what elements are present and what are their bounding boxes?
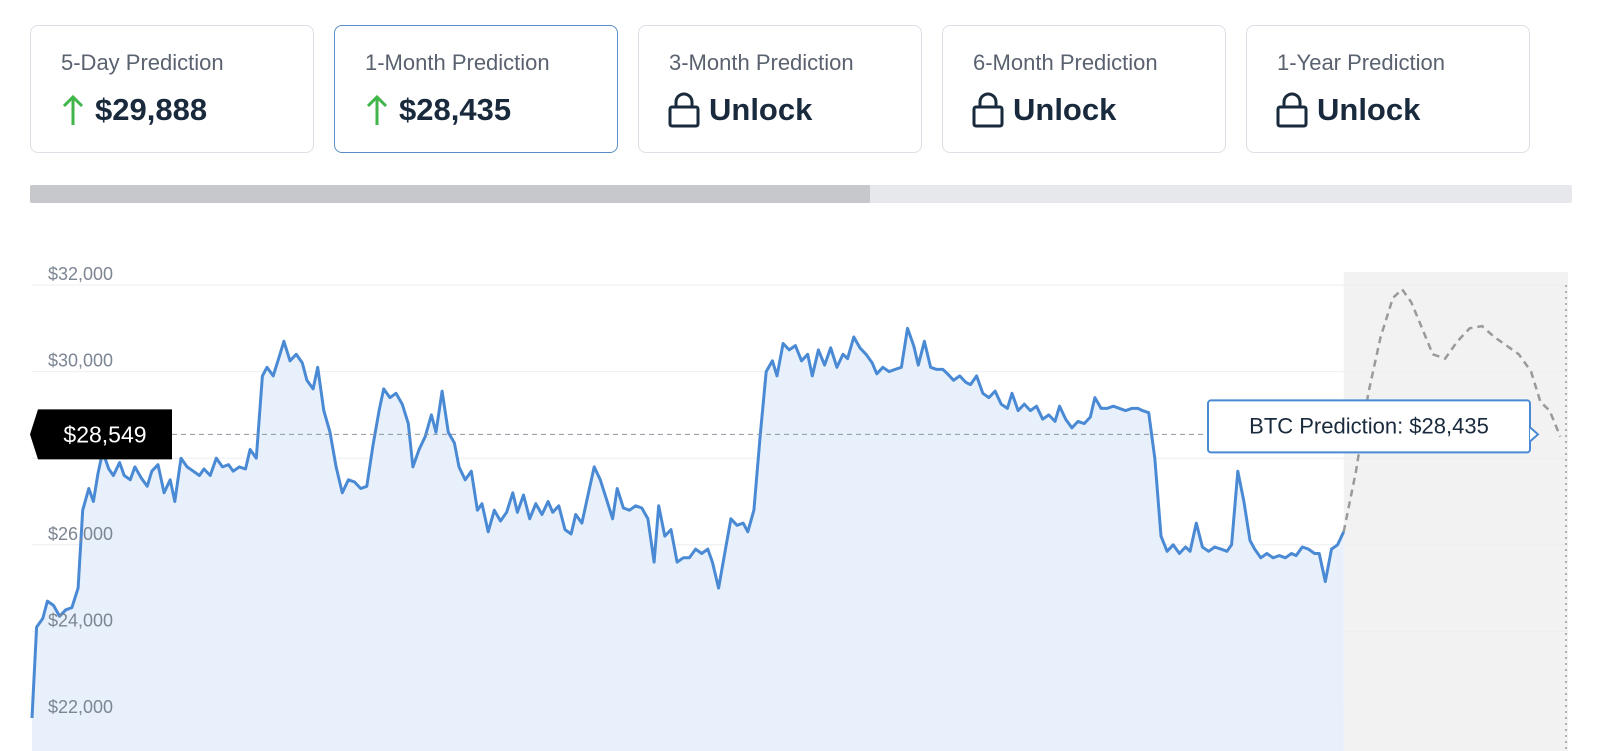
prediction-card-2[interactable]: 3-Month Prediction Unlock xyxy=(638,25,922,153)
card-value: $28,435 xyxy=(363,88,511,132)
y-tick-label: $26,000 xyxy=(48,524,113,544)
card-value-text: Unlock xyxy=(709,92,813,127)
forecast-line xyxy=(1342,287,1562,533)
card-value: Unlock xyxy=(971,88,1116,132)
card-value: Unlock xyxy=(1275,88,1420,132)
history-area xyxy=(32,328,1344,751)
progress-bar-fill xyxy=(30,185,871,203)
price-chart-svg[interactable]: $32,000 $30,000 $26,000 $24,000 $22,000 $28,5… xyxy=(0,260,1600,751)
tooltip-text: BTC Prediction: $28,435 xyxy=(1249,413,1489,438)
card-value-text: $28,435 xyxy=(399,92,512,127)
prediction-card-0[interactable]: 5-Day Prediction $29,888 xyxy=(30,25,314,153)
card-value-text: Unlock xyxy=(1013,92,1117,127)
prediction-tooltip: BTC Prediction: $28,435 xyxy=(1207,399,1540,454)
current-price-label: $28,549 xyxy=(63,421,146,447)
card-title: 5-Day Prediction xyxy=(61,50,224,75)
up-arrow-icon xyxy=(59,93,87,127)
card-title: 1-Month Prediction xyxy=(365,50,550,75)
y-tick-label: $24,000 xyxy=(48,610,113,630)
price-chart[interactable]: $32,000 $30,000 $26,000 $24,000 $22,000 $28,5… xyxy=(0,260,1600,751)
y-tick-label: $22,000 xyxy=(48,697,113,717)
card-title: 6-Month Prediction xyxy=(973,50,1158,75)
card-value-text: $29,888 xyxy=(95,92,208,127)
tooltip-pointer xyxy=(1529,426,1540,443)
prediction-card-3[interactable]: 6-Month Prediction Unlock xyxy=(942,25,1226,153)
forecast-region xyxy=(1343,272,1568,751)
prediction-cards: 5-Day Prediction $29,888 1-Month Predictio… xyxy=(30,25,1566,155)
card-value: $29,888 xyxy=(59,88,207,132)
card-value-text: Unlock xyxy=(1317,92,1421,127)
card-title: 3-Month Prediction xyxy=(669,50,854,75)
tooltip-box xyxy=(1207,399,1531,454)
history-line xyxy=(30,326,1346,719)
prediction-card-4[interactable]: 1-Year Prediction Unlock xyxy=(1246,25,1530,153)
lock-icon xyxy=(971,92,1005,128)
lock-icon xyxy=(667,92,701,128)
y-tick-label: $32,000 xyxy=(48,264,113,284)
prediction-card-1[interactable]: 1-Month Prediction $28,435 xyxy=(334,25,618,153)
lock-icon xyxy=(1275,92,1309,128)
progress-bar xyxy=(30,185,1572,203)
up-arrow-icon xyxy=(363,93,391,127)
card-title: 1-Year Prediction xyxy=(1277,50,1445,75)
current-price-flag xyxy=(30,409,172,460)
y-tick-label: $30,000 xyxy=(48,351,113,371)
card-value: Unlock xyxy=(667,88,812,132)
